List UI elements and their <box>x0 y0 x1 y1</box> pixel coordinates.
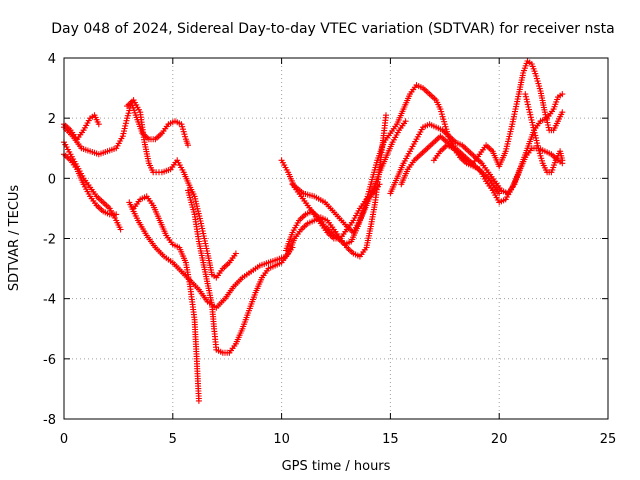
y-axis-label: SDTVAR / TECUs <box>7 185 22 292</box>
series-point-markers <box>61 151 120 218</box>
y-tick-label: 2 <box>48 112 56 127</box>
series-point-markers <box>283 82 503 254</box>
series-point-markers <box>398 133 566 206</box>
x-tick-label: 10 <box>273 432 290 447</box>
y-tick-label: 4 <box>48 52 56 67</box>
series-point-markers <box>387 91 566 197</box>
series-arc-7 <box>126 199 296 311</box>
x-axis-label: GPS time / hours <box>282 459 391 474</box>
y-tick-label: 0 <box>48 172 56 187</box>
x-tick-label: 15 <box>382 432 399 447</box>
series-point-markers <box>61 100 191 158</box>
y-tick-label: -2 <box>43 233 56 248</box>
y-tick-label: -8 <box>43 413 56 428</box>
series-line <box>128 202 294 309</box>
series-arc-1 <box>61 112 102 143</box>
series-line <box>187 115 387 354</box>
series-arc-4 <box>124 97 239 281</box>
series-arc-15 <box>522 91 566 176</box>
series-point-markers <box>126 199 296 311</box>
series-arc-12 <box>387 91 566 197</box>
plot-frame <box>63 57 609 420</box>
series-point-markers <box>61 112 102 143</box>
series-line <box>285 84 500 251</box>
series-arc-5 <box>61 151 120 218</box>
x-tick-label: 20 <box>491 432 508 447</box>
chart-title: Day 048 of 2024, Sidereal Day-to-day VTE… <box>51 21 614 37</box>
series-arc-6 <box>130 193 202 404</box>
series-arc-8 <box>185 112 389 356</box>
x-tick-label: 0 <box>60 432 68 447</box>
y-tick-label: -6 <box>43 353 56 368</box>
y-tick-label: -4 <box>43 293 56 308</box>
data-series <box>61 58 566 404</box>
series-arc-11 <box>283 82 503 254</box>
series-arc-2 <box>61 100 191 158</box>
series-point-markers <box>430 58 566 170</box>
series-arc-13 <box>398 133 566 206</box>
series-arc-14 <box>430 58 566 170</box>
series-point-markers <box>522 91 566 176</box>
series-point-markers <box>185 112 389 356</box>
x-tick-label: 25 <box>600 432 617 447</box>
x-tick-label: 5 <box>169 432 177 447</box>
series-point-markers <box>124 97 239 281</box>
